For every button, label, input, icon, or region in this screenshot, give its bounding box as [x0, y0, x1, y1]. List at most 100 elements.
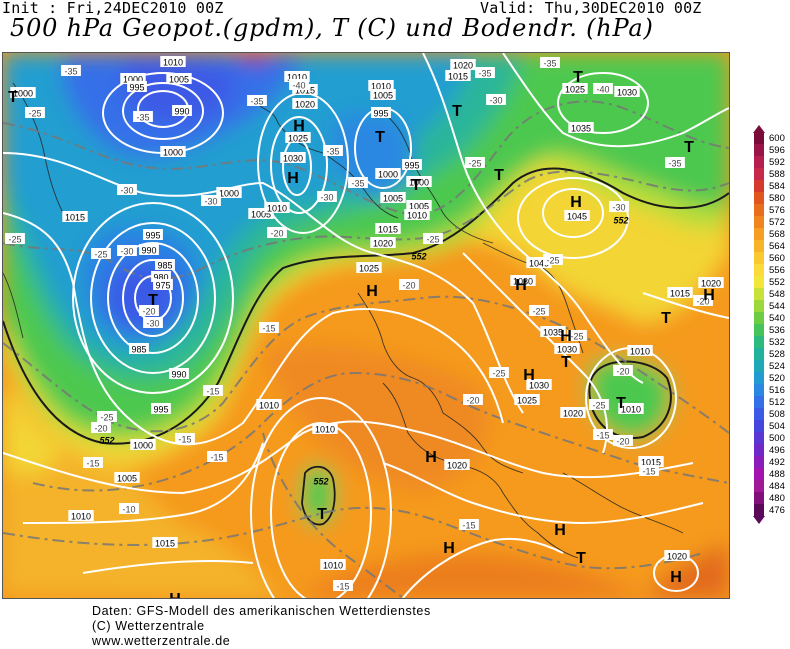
pressure-label: 1020 — [444, 459, 470, 471]
temp-label: -15 — [175, 433, 195, 445]
high-pressure-marker: H — [554, 522, 566, 539]
pressure-labels: 1010100510009959901000101010151020102510… — [10, 56, 724, 571]
temp-label: -25 — [465, 157, 485, 169]
temp-label-text: -25 — [546, 256, 559, 266]
legend-swatch — [754, 132, 764, 144]
pressure-label-text: 1015 — [670, 289, 690, 299]
high-pressure-marker: H — [425, 449, 437, 466]
temp-label-text: -30 — [120, 247, 133, 257]
temp-label: -20 — [693, 295, 713, 307]
temp-label: -30 — [117, 245, 137, 257]
temp-label-text: -20 — [466, 396, 479, 406]
pressure-label: 1010 — [68, 510, 94, 522]
temp-label: -15 — [83, 457, 103, 469]
pressure-label-text: 1000 — [378, 170, 398, 180]
temp-label-text: -35 — [64, 67, 77, 77]
legend-swatch — [754, 180, 764, 192]
pressure-label-text: 1000 — [123, 75, 143, 85]
pressure-label: 1000 — [130, 439, 156, 451]
legend-swatch — [754, 228, 764, 240]
pressure-label: 1030 — [554, 343, 580, 355]
pressure-label: 1010 — [368, 80, 394, 92]
temp-label: -35 — [540, 57, 560, 69]
pressure-label: 1035 — [540, 326, 566, 338]
pressure-label: 1020 — [560, 407, 586, 419]
temp-label: -25 — [423, 233, 443, 245]
pressure-label-text: 1005 — [169, 75, 189, 85]
temp-label-text: -30 — [120, 186, 133, 196]
low-pressure-marker: T — [452, 103, 462, 120]
temp-label-text: -25 — [100, 413, 113, 423]
temp-label-text: -35 — [668, 159, 681, 169]
pressure-label-text: 1010 — [407, 211, 427, 221]
legend-value: 576 — [769, 205, 785, 216]
high-pressure-marker: H — [293, 118, 305, 135]
pressure-label: 1005 — [380, 192, 406, 204]
temp-label: -10 — [119, 503, 139, 515]
pressure-label: 1015 — [638, 456, 664, 468]
temp-label-text: -30 — [612, 203, 625, 213]
data-credits: Daten: GFS-Modell des amerikanischen Wet… — [92, 604, 431, 649]
temp-label: -15 — [259, 322, 279, 334]
pressure-label-text: 1020 — [563, 409, 583, 419]
pressure-centers: THHTTTTTTHTHHHTHTHTHTHHTHH — [8, 69, 715, 598]
pressure-label: 1015 — [152, 537, 178, 549]
temp-label: -30 — [609, 201, 629, 213]
legend-swatch — [754, 372, 764, 384]
pressure-label-text: 1035 — [571, 124, 591, 134]
legend-swatch — [754, 300, 764, 312]
pressure-label: 1000 — [120, 73, 146, 85]
temp-label-text: -35 — [250, 97, 263, 107]
legend-bottom-arrow — [753, 516, 765, 524]
pressure-label-text: 1010 — [163, 58, 183, 68]
temp-label: -15 — [333, 580, 353, 592]
pressure-label: 995 — [127, 81, 147, 93]
temp-label: -25 — [489, 367, 509, 379]
pressure-label: 1030 — [510, 275, 536, 287]
pressure-label: 1025 — [562, 83, 588, 95]
legend-swatch — [754, 384, 764, 396]
temp-label: -20 — [139, 305, 159, 317]
pressure-label: 980 — [151, 271, 171, 283]
temp-label-text: -15 — [178, 435, 191, 445]
temp-label: -35 — [348, 177, 368, 189]
credit-website[interactable]: www.wetterzentrale.de — [92, 634, 231, 648]
pressure-label: 1000 — [216, 187, 242, 199]
temp-label-text: -35 — [543, 59, 556, 69]
legend-value: 512 — [769, 397, 785, 408]
pressure-label-text: 985 — [157, 261, 172, 271]
pressure-label-text: 1000 — [163, 148, 183, 158]
pressure-label-text: 995 — [153, 405, 168, 415]
temp-label-text: -15 — [210, 453, 223, 463]
temp-label: -20 — [613, 365, 633, 377]
temp-label-text: -20 — [696, 297, 709, 307]
temp-label-text: -35 — [351, 179, 364, 189]
height-label: 552 — [313, 477, 328, 487]
legend-value: 564 — [769, 241, 785, 252]
temp-label: -15 — [203, 385, 223, 397]
pressure-label-text: 1005 — [373, 91, 393, 101]
height-label-text: 552 — [313, 477, 328, 487]
low-pressure-marker: T — [576, 550, 586, 567]
temp-label: -35 — [61, 65, 81, 77]
legend-value: 524 — [769, 361, 785, 372]
pressure-label-text: 980 — [153, 273, 168, 283]
pressure-label-text: 1025 — [288, 134, 308, 144]
pressure-label-text: 990 — [174, 107, 189, 117]
height-label-text: 552 — [99, 436, 114, 446]
pressure-label-text: 1030 — [557, 345, 577, 355]
pressure-label-text: 1025 — [517, 396, 537, 406]
legend-value: 548 — [769, 289, 785, 300]
high-pressure-marker: H — [515, 277, 527, 294]
pressure-label-text: 1015 — [378, 225, 398, 235]
legend-value: 572 — [769, 217, 785, 228]
temp-label: -20 — [463, 394, 483, 406]
pressure-label-text: 1020 — [373, 239, 393, 249]
pressure-label: 1025 — [514, 394, 540, 406]
temp-label: -25 — [97, 411, 117, 423]
pressure-label-text: 1030 — [283, 154, 303, 164]
pressure-label-text: 1010 — [621, 405, 641, 415]
temp-label-text: -25 — [532, 307, 545, 317]
pressure-label: 995 — [151, 403, 171, 415]
legend-swatch — [754, 480, 764, 492]
